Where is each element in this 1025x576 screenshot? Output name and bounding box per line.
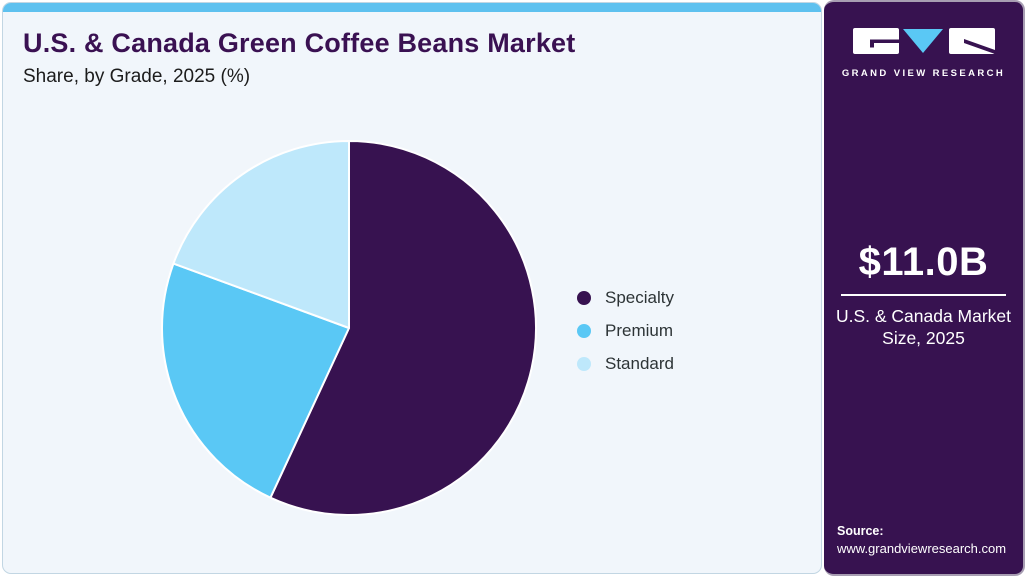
legend-swatch-icon xyxy=(577,357,591,371)
legend-item-specialty: Specialty xyxy=(577,288,674,308)
legend-swatch-icon xyxy=(577,324,591,338)
chart-title: U.S. & Canada Green Coffee Beans Market xyxy=(23,28,576,58)
market-size-block: $11.0B U.S. & Canada Market Size, 2025 xyxy=(824,240,1023,349)
logo-letter-g xyxy=(852,28,899,54)
divider xyxy=(841,294,1006,296)
pie-chart xyxy=(159,138,539,518)
logo-letter-r xyxy=(948,28,995,54)
source-block: Source: www.grandviewresearch.com xyxy=(837,524,1006,556)
gvr-logo: GRAND VIEW RESEARCH xyxy=(824,28,1023,79)
pie-slice-standard xyxy=(172,140,350,329)
legend: Specialty Premium Standard xyxy=(577,288,674,374)
market-size-value: $11.0B xyxy=(858,240,989,284)
legend-item-premium: Premium xyxy=(577,321,674,341)
logo-letter-v xyxy=(902,29,943,53)
chart-panel: U.S. & Canada Green Coffee Beans Market … xyxy=(2,2,822,574)
legend-label: Premium xyxy=(605,321,674,340)
legend-swatch-icon xyxy=(577,291,591,305)
legend-item-standard: Standard xyxy=(577,354,674,374)
logo-wordmark: GRAND VIEW RESEARCH xyxy=(841,68,1006,79)
market-size-label: U.S. & Canada Market Size, 2025 xyxy=(835,306,1012,348)
pie-slice-specialty xyxy=(269,140,537,516)
sidebar-panel: GRAND VIEW RESEARCH $11.0B U.S. & Canada… xyxy=(824,0,1025,576)
pie-slice-premium xyxy=(161,262,350,499)
legend-label: Specialty xyxy=(605,288,674,307)
legend-label: Standard xyxy=(605,354,674,373)
gvr-logo-mark xyxy=(852,28,995,60)
chart-subtitle: Share, by Grade, 2025 (%) xyxy=(23,66,251,87)
source-url[interactable]: www.grandviewresearch.com xyxy=(837,541,1007,556)
source-label: Source: xyxy=(837,524,884,538)
top-accent-strip xyxy=(3,3,821,12)
pie-chart-svg xyxy=(161,140,537,516)
